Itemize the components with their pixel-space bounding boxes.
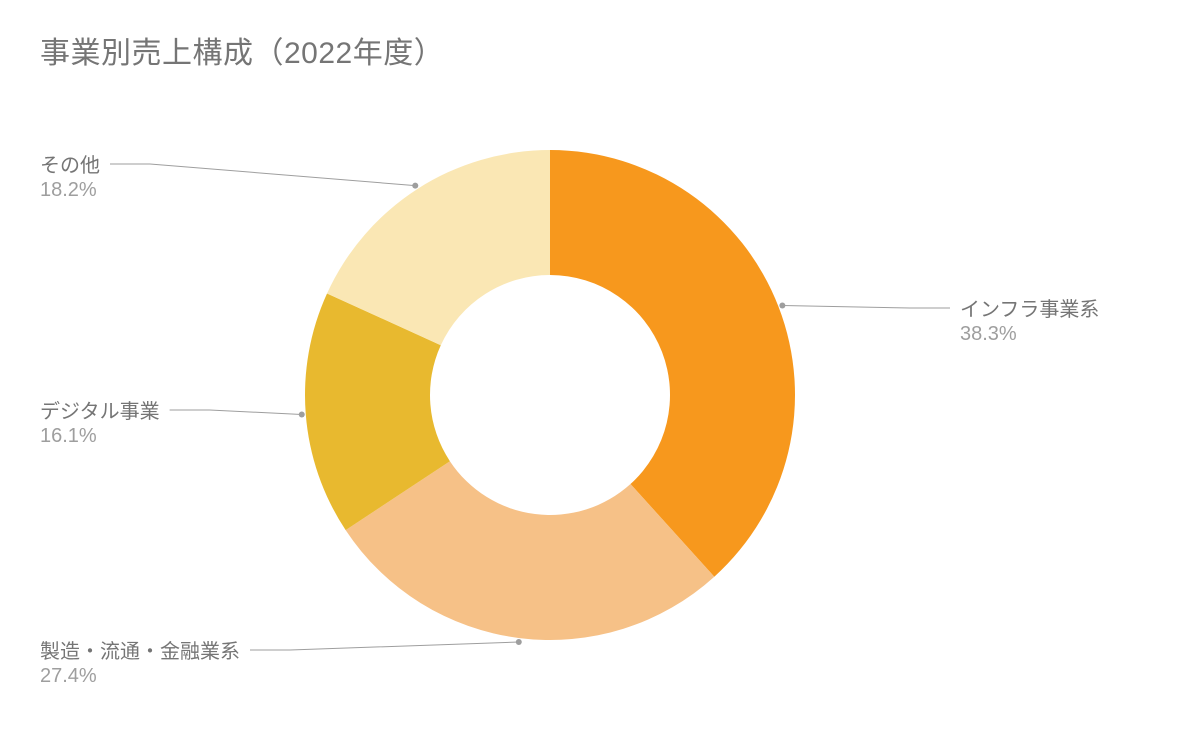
- slice-label-0: インフラ事業系 38.3%: [960, 298, 1099, 346]
- slice-pct-0: 38.3%: [960, 322, 1099, 346]
- leader-dot: [779, 303, 785, 309]
- leader-dot: [412, 183, 418, 189]
- leader-dot: [299, 412, 305, 418]
- slice-pct-1: 27.4%: [40, 664, 240, 688]
- slice-label-3: その他 18.2%: [40, 154, 100, 202]
- leader-dot: [516, 639, 522, 645]
- leader-line: [782, 306, 950, 308]
- slice-label-2: デジタル事業 16.1%: [40, 400, 160, 448]
- leader-line: [170, 410, 302, 415]
- slice-pct-3: 18.2%: [40, 178, 100, 202]
- slice-name-0: インフラ事業系: [960, 298, 1099, 322]
- slice-name-3: その他: [40, 154, 100, 178]
- slice-label-1: 製造・流通・金融業系 27.4%: [40, 640, 240, 688]
- donut-chart: [0, 0, 1200, 742]
- slice-name-2: デジタル事業: [40, 400, 160, 424]
- leader-line: [110, 164, 415, 186]
- slice-name-1: 製造・流通・金融業系: [40, 640, 240, 664]
- slice-pct-2: 16.1%: [40, 424, 160, 448]
- leader-line: [250, 642, 519, 650]
